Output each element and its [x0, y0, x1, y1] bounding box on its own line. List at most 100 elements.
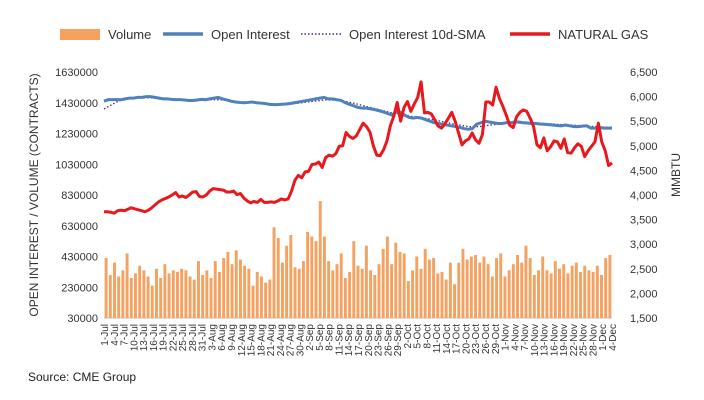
volume-bar	[570, 265, 574, 318]
volume-bar	[113, 262, 116, 318]
volume-bar	[574, 262, 578, 318]
x-tick-label: 30-Aug	[295, 324, 306, 356]
y-axis-right-title: MMBTU	[669, 153, 683, 197]
volume-bar	[432, 258, 436, 318]
x-tick-label: 19-Nov	[559, 324, 570, 356]
volume-bar	[310, 236, 314, 318]
x-tick-label: 5-Sep	[315, 324, 326, 351]
left-tick-label: 830000	[61, 190, 98, 202]
x-tick-label: 29-Oct	[491, 324, 502, 354]
volume-bar	[322, 236, 326, 318]
volume-bar	[205, 270, 209, 318]
volume-bar	[390, 264, 394, 318]
volume-bar	[604, 258, 608, 318]
volume-bar	[285, 245, 289, 318]
x-tick-label: 19-Jul	[159, 324, 170, 351]
volume-bar	[499, 253, 503, 318]
volume-bar	[448, 262, 452, 318]
volume-bar	[461, 248, 465, 318]
volume-bar	[192, 279, 196, 318]
x-tick-label: 25-Nov	[579, 324, 590, 356]
x-tick-label: 4-Nov	[510, 324, 521, 351]
x-tick-label: 11-Sep	[335, 324, 346, 356]
volume-bar	[167, 273, 171, 318]
volume-bar	[268, 279, 272, 318]
x-tick-label: 6-Aug	[217, 324, 228, 351]
volume-bar	[427, 259, 431, 318]
volume-bar	[553, 261, 557, 318]
x-tick-label: 23-Sep	[374, 324, 385, 357]
volume-bar	[385, 236, 389, 318]
x-tick-label: 3-Aug	[208, 324, 219, 351]
volume-bar	[159, 278, 163, 318]
volume-bar	[134, 273, 137, 318]
volume-bar	[436, 273, 440, 318]
volume-bar	[255, 271, 259, 318]
volume-bar	[188, 276, 192, 318]
volume-bar	[209, 278, 213, 318]
legend-label: Open Interest	[211, 27, 290, 42]
left-tick-label: 30000	[67, 313, 98, 325]
volume-bar	[381, 248, 385, 318]
volume-bar	[348, 271, 352, 318]
x-tick-label: 5-Oct	[413, 324, 424, 349]
volume-bar	[213, 261, 217, 318]
x-tick-label: 4-Dec	[608, 324, 619, 351]
volume-bar	[474, 254, 478, 318]
x-tick-label: 11-Oct	[432, 324, 443, 353]
right-tick-label: 2,500	[630, 264, 658, 276]
volume-bar	[608, 254, 612, 318]
x-tick-label: 28-Nov	[589, 324, 600, 356]
volume-bar	[272, 227, 276, 318]
volume-bar	[486, 264, 490, 318]
volume-bar	[503, 276, 507, 318]
x-tick-label: 1-Nov	[501, 324, 512, 351]
volume-bar	[259, 276, 263, 318]
volume-bar	[276, 238, 280, 318]
x-tick-label: 14-Oct	[442, 324, 453, 354]
x-tick-label: 7-Nov	[520, 324, 531, 351]
volume-bar	[360, 268, 364, 318]
volume-bar	[545, 270, 549, 318]
left-tick-label: 1630000	[55, 67, 98, 79]
legend-swatch-volume	[60, 29, 100, 40]
left-tick-label: 430000	[61, 252, 98, 264]
x-tick-label: 27-Aug	[286, 324, 297, 356]
volume-bar	[411, 270, 415, 318]
x-tick-label: 10-Nov	[530, 324, 541, 356]
open-interest-line	[103, 95, 612, 131]
volume-bar	[222, 258, 226, 318]
volume-bar	[125, 253, 129, 318]
volume-bar	[595, 265, 599, 318]
volume-bar	[230, 264, 234, 318]
x-tick-label: 20-Oct	[462, 324, 473, 354]
volume-bar	[104, 258, 108, 318]
volume-bar	[482, 256, 486, 318]
x-tick-label: 18-Aug	[256, 324, 267, 356]
volume-bar	[457, 262, 461, 318]
volume-bar	[579, 271, 582, 318]
volume-bar	[146, 276, 150, 318]
volume-bar	[289, 234, 293, 318]
volume-bar	[142, 270, 146, 318]
volume-bar	[419, 268, 423, 318]
volume-bar	[238, 259, 242, 318]
source-note: Source: CME Group	[28, 370, 137, 384]
left-tick-label: 630000	[61, 221, 98, 233]
volume-bar	[511, 264, 515, 318]
x-tick-label: 22-Jul	[168, 324, 179, 351]
volume-bar	[537, 270, 540, 318]
volume-bar	[532, 274, 536, 318]
right-tick-label: 3,500	[630, 215, 658, 227]
volume-bar	[566, 273, 570, 318]
volume-bar	[150, 285, 154, 318]
volume-bar	[587, 270, 591, 318]
right-tick-label: 3,000	[630, 239, 658, 251]
volume-bar	[490, 276, 494, 318]
volume-bar	[402, 253, 406, 318]
x-tick-label: 26-Oct	[481, 324, 492, 354]
volume-bar	[234, 250, 238, 318]
volume-bar	[465, 259, 469, 318]
x-tick-label: 17-Sep	[354, 324, 365, 357]
x-tick-label: 13-Jul	[139, 324, 150, 351]
